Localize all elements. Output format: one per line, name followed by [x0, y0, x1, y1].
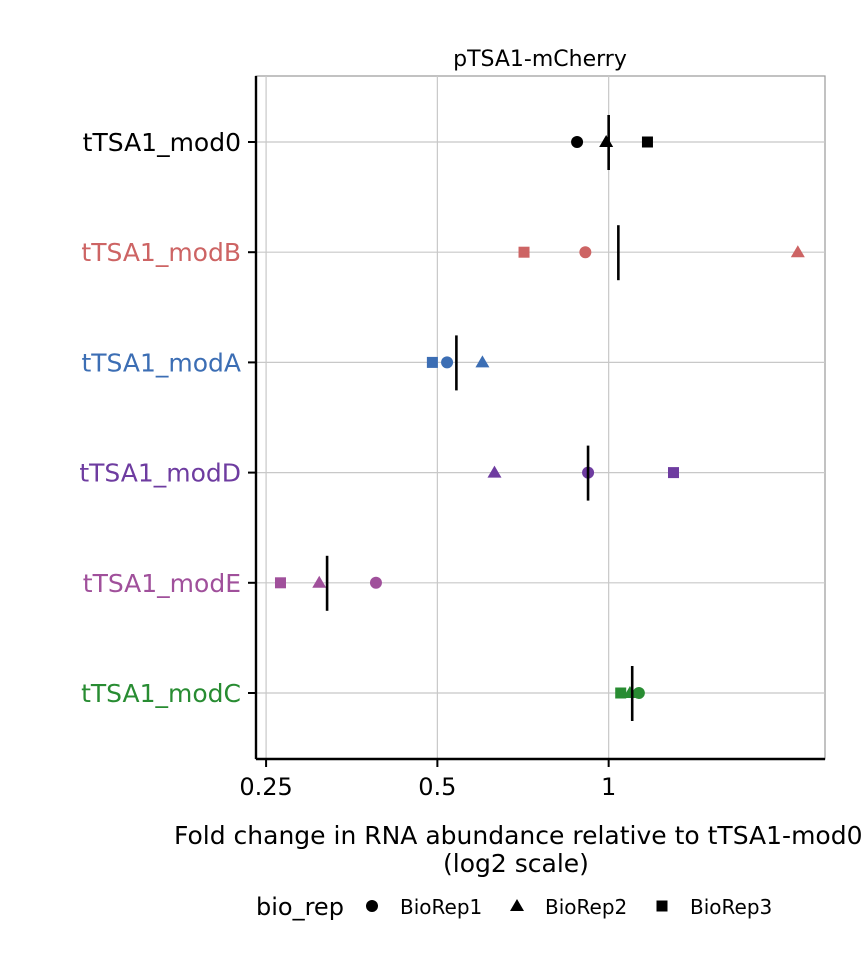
y-tick-label: tTSA1_modC: [81, 679, 241, 708]
x-axis-label: Fold change in RNA abundance relative to…: [174, 821, 863, 850]
biorep3-point: [274, 577, 286, 589]
biorep2-point: [487, 465, 502, 478]
biorep3-point: [518, 246, 530, 258]
biorep2-point: [475, 355, 490, 368]
biorep3-point: [667, 467, 679, 479]
legend-key-biorep2: [510, 899, 524, 911]
biorep2-point: [790, 245, 805, 258]
legend: bio_rep BioRep1 BioRep2 BioRep3: [256, 893, 772, 921]
plot-panel: [255, 75, 826, 760]
y-tick-label: tTSA1_mod0: [83, 128, 241, 157]
y-tick-label: tTSA1_modD: [79, 459, 241, 488]
x-axis: 0.25 0.5 1: [239, 759, 616, 801]
data-marks: [274, 115, 805, 721]
legend-title: bio_rep: [256, 893, 344, 921]
biorep1-point: [579, 246, 592, 259]
y-tick-label: tTSA1_modB: [81, 238, 241, 267]
biorep1-point: [441, 356, 454, 369]
legend-label: BioRep3: [690, 895, 772, 919]
legend-label: BioRep1: [400, 895, 482, 919]
legend-label: BioRep2: [545, 895, 627, 919]
biorep1-point: [369, 576, 382, 589]
biorep3-point: [615, 687, 627, 699]
biorep3-point: [426, 356, 438, 368]
x-tick-label: 0.5: [418, 773, 456, 801]
x-tick-label: 1: [601, 773, 616, 801]
legend-key-biorep3: [656, 900, 668, 912]
y-tick-label: tTSA1_modA: [81, 348, 241, 377]
biorep2-point: [312, 575, 327, 588]
legend-key-biorep1: [366, 900, 378, 912]
x-axis-sublabel: (log2 scale): [443, 849, 589, 878]
grid-lines: [256, 76, 825, 759]
biorep3-point: [641, 136, 653, 148]
biorep1-point: [632, 687, 645, 699]
y-axis: tTSA1_mod0 tTSA1_modB tTSA1_modA tTSA1_modD…: [79, 128, 256, 708]
x-tick-label: 0.25: [239, 773, 292, 801]
chart-title: pTSA1-mCherry: [453, 47, 627, 72]
biorep1-point: [571, 136, 584, 148]
y-tick-label: tTSA1_modE: [83, 569, 241, 598]
